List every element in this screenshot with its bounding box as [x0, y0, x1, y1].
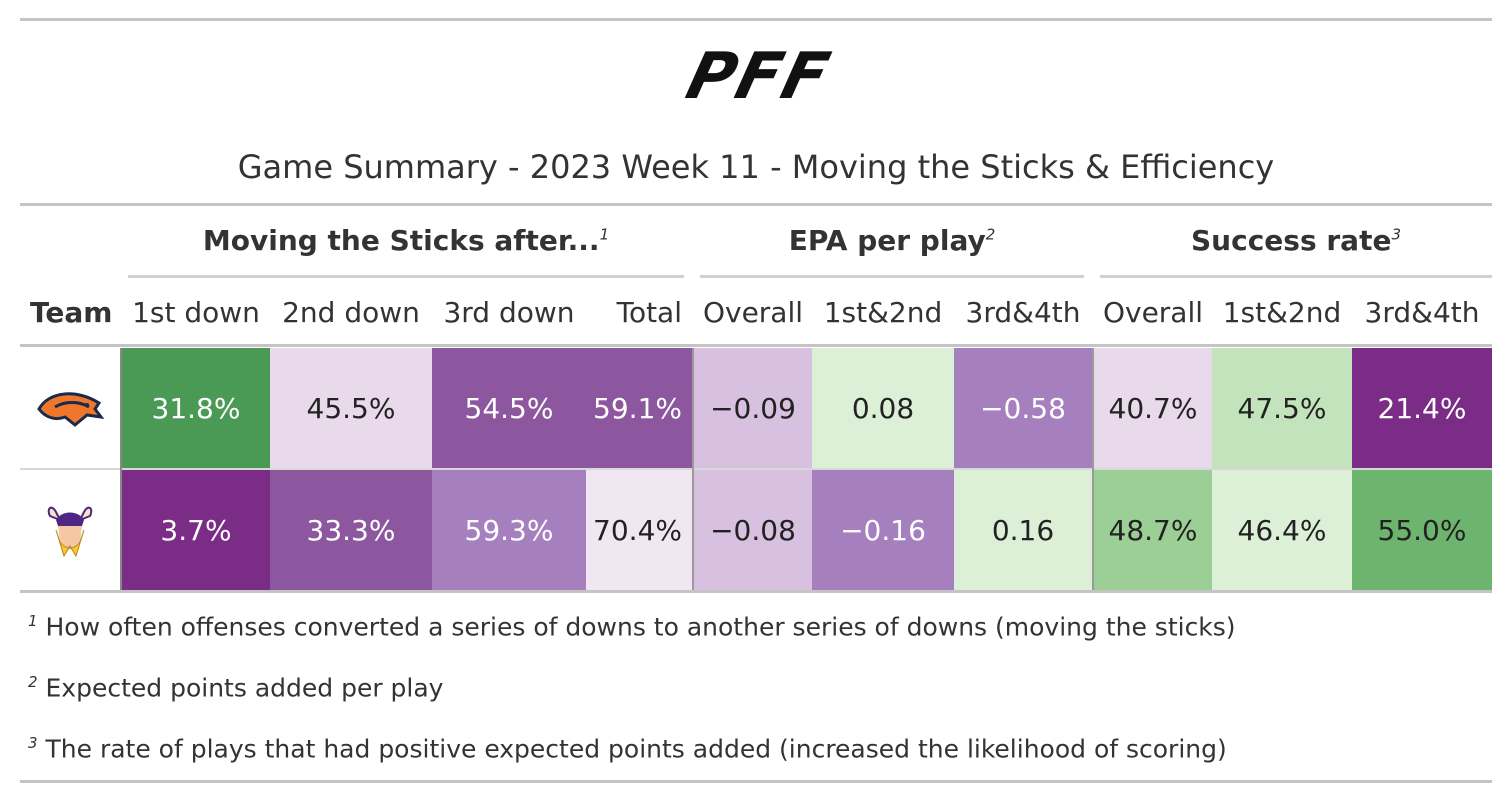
column-header-epa-overall: Overall	[702, 296, 804, 329]
cell-row-1-sr-1st2nd: 47.5%	[1212, 348, 1352, 468]
spanner-underline	[700, 275, 1084, 278]
spanner-underline	[128, 275, 684, 278]
footnote-3: 3 The rate of plays that had positive ex…	[28, 734, 1227, 763]
spanner-epa: EPA per play2	[700, 224, 1084, 278]
footnote-mark: 3	[28, 734, 38, 752]
column-header-sr-3rd4th: 3rd&4th	[1364, 296, 1480, 329]
pff-logo: PFF	[640, 40, 870, 114]
group-separator-2	[1092, 348, 1094, 590]
column-header-epa-3rd4th: 3rd&4th	[965, 296, 1081, 329]
footnote-mark: 1	[599, 225, 610, 244]
team-logo-row-1	[20, 350, 120, 468]
table-bottom-rule	[20, 590, 1492, 593]
cell-row-1-sr-overall: 40.7%	[1094, 348, 1212, 468]
footnote-text: Expected points added per play	[45, 673, 444, 703]
cell-row-2-1st-down: 3.7%	[122, 470, 270, 590]
cell-row-2-3rd-down: 59.3%	[432, 470, 586, 590]
cell-row-1-2nd-down: 45.5%	[270, 348, 432, 468]
cell-row-2-total: 70.4%	[586, 470, 692, 590]
cell-row-1-epa-1st2nd: 0.08	[812, 348, 954, 468]
column-header-epa-1st2nd: 1st&2nd	[823, 296, 943, 329]
broncos-logo-icon	[37, 392, 105, 427]
spanner-moving-sticks: Moving the Sticks after...1	[128, 224, 684, 278]
cell-row-1-3rd-down: 54.5%	[432, 348, 586, 468]
cell-row-2-sr-3rd4th: 55.0%	[1352, 470, 1492, 590]
cell-row-1-epa-overall: −0.09	[694, 348, 812, 468]
bottom-rule	[20, 780, 1492, 783]
table-title: Game Summary - 2023 Week 11 - Moving the…	[237, 148, 1275, 186]
spanner-label: EPA per play	[788, 224, 986, 257]
header-rule	[20, 344, 1492, 347]
pff-logo-text: PFF	[679, 44, 838, 104]
row-rule	[20, 468, 1492, 470]
column-header-sr-1st2nd: 1st&2nd	[1222, 296, 1342, 329]
footnote-2: 2 Expected points added per play	[28, 673, 443, 702]
cell-row-2-epa-overall: −0.08	[694, 470, 812, 590]
cell-row-2-sr-1st2nd: 46.4%	[1212, 470, 1352, 590]
cell-row-2-epa-1st2nd: −0.16	[812, 470, 954, 590]
footnote-mark: 1	[28, 612, 38, 630]
cell-row-1-sr-3rd4th: 21.4%	[1352, 348, 1492, 468]
cell-row-2-sr-overall: 48.7%	[1094, 470, 1212, 590]
footnote-text: How often offenses converted a series of…	[45, 612, 1236, 642]
group-separator-1	[692, 348, 694, 590]
column-header-3rd-down: 3rd down	[443, 296, 575, 329]
column-header-team: Team	[30, 296, 113, 329]
team-logo-row-2	[20, 470, 120, 590]
spanner-underline	[1100, 275, 1492, 278]
column-header-1st-down: 1st down	[132, 296, 260, 329]
cell-row-1-total: 59.1%	[586, 348, 692, 468]
column-header-2nd-down: 2nd down	[282, 296, 420, 329]
title-rule	[20, 203, 1492, 206]
vikings-logo-icon	[47, 506, 93, 558]
top-rule	[20, 18, 1492, 21]
footnote-mark: 2	[28, 673, 38, 691]
column-header-total: Total	[616, 296, 682, 329]
footnote-mark: 3	[1391, 225, 1401, 244]
column-header-sr-overall: Overall	[1102, 296, 1204, 329]
footnote-mark: 2	[985, 225, 996, 244]
footnote-1: 1 How often offenses converted a series …	[28, 612, 1236, 641]
cell-row-1-epa-3rd4th: −0.58	[954, 348, 1092, 468]
spanner-label: Moving the Sticks after...	[202, 224, 600, 257]
footnote-text: The rate of plays that had positive expe…	[45, 734, 1227, 764]
cell-row-2-2nd-down: 33.3%	[270, 470, 432, 590]
team-separator	[120, 348, 122, 590]
cell-row-1-1st-down: 31.8%	[122, 348, 270, 468]
cell-row-2-epa-3rd4th: 0.16	[954, 470, 1092, 590]
spanner-label: Success rate	[1191, 224, 1392, 257]
spanner-success-rate: Success rate3	[1100, 224, 1492, 278]
